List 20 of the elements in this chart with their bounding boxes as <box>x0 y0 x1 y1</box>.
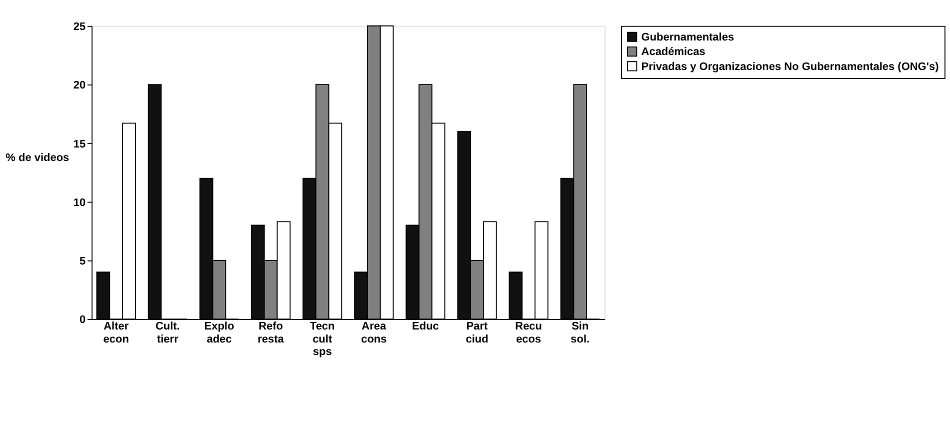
legend-label: Académicas <box>641 46 706 58</box>
y-tick-label: 10 <box>73 196 86 209</box>
x-tick-label: Explo adec <box>204 320 234 346</box>
y-tick-label: 25 <box>73 21 86 34</box>
x-tick-label: Cult. tierr <box>155 320 180 346</box>
y-tick-label: 0 <box>80 314 86 326</box>
y-tick-label: 15 <box>73 138 86 150</box>
x-tick-label: Tecn cult sps <box>310 320 336 358</box>
x-tick-label: Alter econ <box>103 320 130 346</box>
x-tick-label: Refo resta <box>258 320 285 346</box>
x-tick-label: Recu ecos <box>515 320 542 346</box>
y-axis-title: % de videos <box>6 152 70 164</box>
legend-label: Privadas y Organizaciones No Gubernamentales (ONG's) <box>641 60 940 73</box>
x-tick-label: Sin sol. <box>570 320 590 346</box>
x-tick-label: Part ciud <box>466 320 488 346</box>
x-tick-label: Educ <box>412 320 439 333</box>
legend-label: Gubernamentales <box>641 32 734 44</box>
y-tick-label: 20 <box>73 80 86 92</box>
x-tick-label: Area cons <box>361 320 387 346</box>
y-tick-label: 5 <box>80 256 86 268</box>
